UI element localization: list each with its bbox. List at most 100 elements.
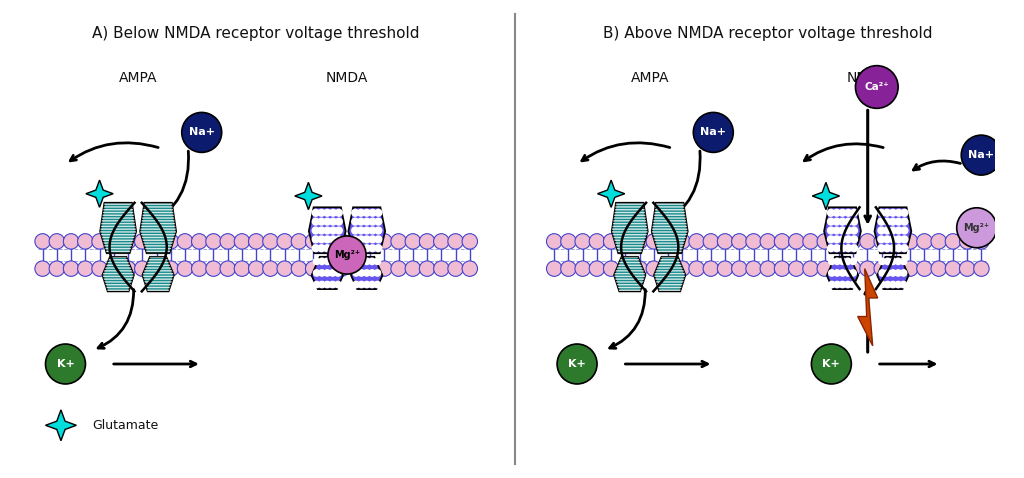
Circle shape [834,270,841,276]
Circle shape [846,234,861,249]
Circle shape [895,227,902,234]
Circle shape [817,261,833,276]
Circle shape [839,245,846,251]
Circle shape [375,209,382,216]
Circle shape [774,261,790,276]
Polygon shape [812,183,840,210]
Circle shape [840,282,846,288]
Circle shape [828,282,835,288]
Polygon shape [86,180,114,207]
Circle shape [834,236,840,243]
Circle shape [890,245,896,251]
Circle shape [357,236,365,243]
Circle shape [589,234,604,249]
Polygon shape [651,203,688,253]
Circle shape [890,227,896,234]
Circle shape [689,261,705,276]
Circle shape [249,234,264,249]
Circle shape [234,261,250,276]
Circle shape [731,261,748,276]
Circle shape [839,236,846,243]
Circle shape [834,209,840,216]
Circle shape [788,261,804,276]
Circle shape [902,234,918,249]
Circle shape [901,209,908,216]
Circle shape [831,261,847,276]
Circle shape [263,234,279,249]
Circle shape [375,245,382,251]
Circle shape [375,218,382,225]
Circle shape [959,261,975,276]
Circle shape [249,261,264,276]
Circle shape [318,218,325,225]
Circle shape [120,234,136,249]
Circle shape [895,236,902,243]
Circle shape [318,270,325,276]
Circle shape [370,236,376,243]
Circle shape [148,234,164,249]
Circle shape [879,270,886,276]
Text: K+: K+ [568,359,586,369]
Circle shape [312,227,319,234]
Circle shape [878,218,885,225]
Circle shape [330,236,337,243]
Circle shape [557,344,597,384]
Circle shape [851,227,857,234]
Polygon shape [878,257,908,289]
Circle shape [406,261,421,276]
Text: Ca²⁺: Ca²⁺ [864,82,889,92]
Circle shape [828,258,835,264]
Circle shape [358,270,365,276]
Circle shape [916,261,932,276]
Circle shape [603,234,618,249]
Text: Na+: Na+ [188,128,215,137]
Polygon shape [611,203,648,253]
Circle shape [318,209,325,216]
Circle shape [974,261,989,276]
Polygon shape [874,207,911,253]
Circle shape [879,282,886,288]
Circle shape [276,234,293,249]
Circle shape [312,245,319,251]
Circle shape [828,270,835,276]
Circle shape [348,261,364,276]
Circle shape [851,218,857,225]
Circle shape [364,209,371,216]
Circle shape [78,261,93,276]
Circle shape [885,282,891,288]
Circle shape [811,344,851,384]
Circle shape [364,227,371,234]
Circle shape [574,234,591,249]
Circle shape [760,261,775,276]
Circle shape [334,261,349,276]
Circle shape [318,258,325,264]
Circle shape [336,209,342,216]
Circle shape [827,209,835,216]
Circle shape [874,261,890,276]
Circle shape [617,261,633,276]
Circle shape [318,245,325,251]
Circle shape [374,282,381,288]
Circle shape [890,282,896,288]
Circle shape [845,258,851,264]
Circle shape [845,209,852,216]
Polygon shape [826,257,858,289]
Circle shape [352,236,358,243]
Circle shape [885,258,891,264]
Circle shape [336,218,342,225]
Circle shape [774,234,790,249]
Circle shape [803,234,818,249]
Polygon shape [140,203,176,253]
Circle shape [353,270,359,276]
Circle shape [330,209,337,216]
Circle shape [703,234,719,249]
Circle shape [433,234,450,249]
Circle shape [839,209,846,216]
Circle shape [745,261,761,276]
Circle shape [827,236,835,243]
Circle shape [63,234,79,249]
Circle shape [646,261,662,276]
Circle shape [845,282,851,288]
Circle shape [884,209,891,216]
Circle shape [845,245,852,251]
